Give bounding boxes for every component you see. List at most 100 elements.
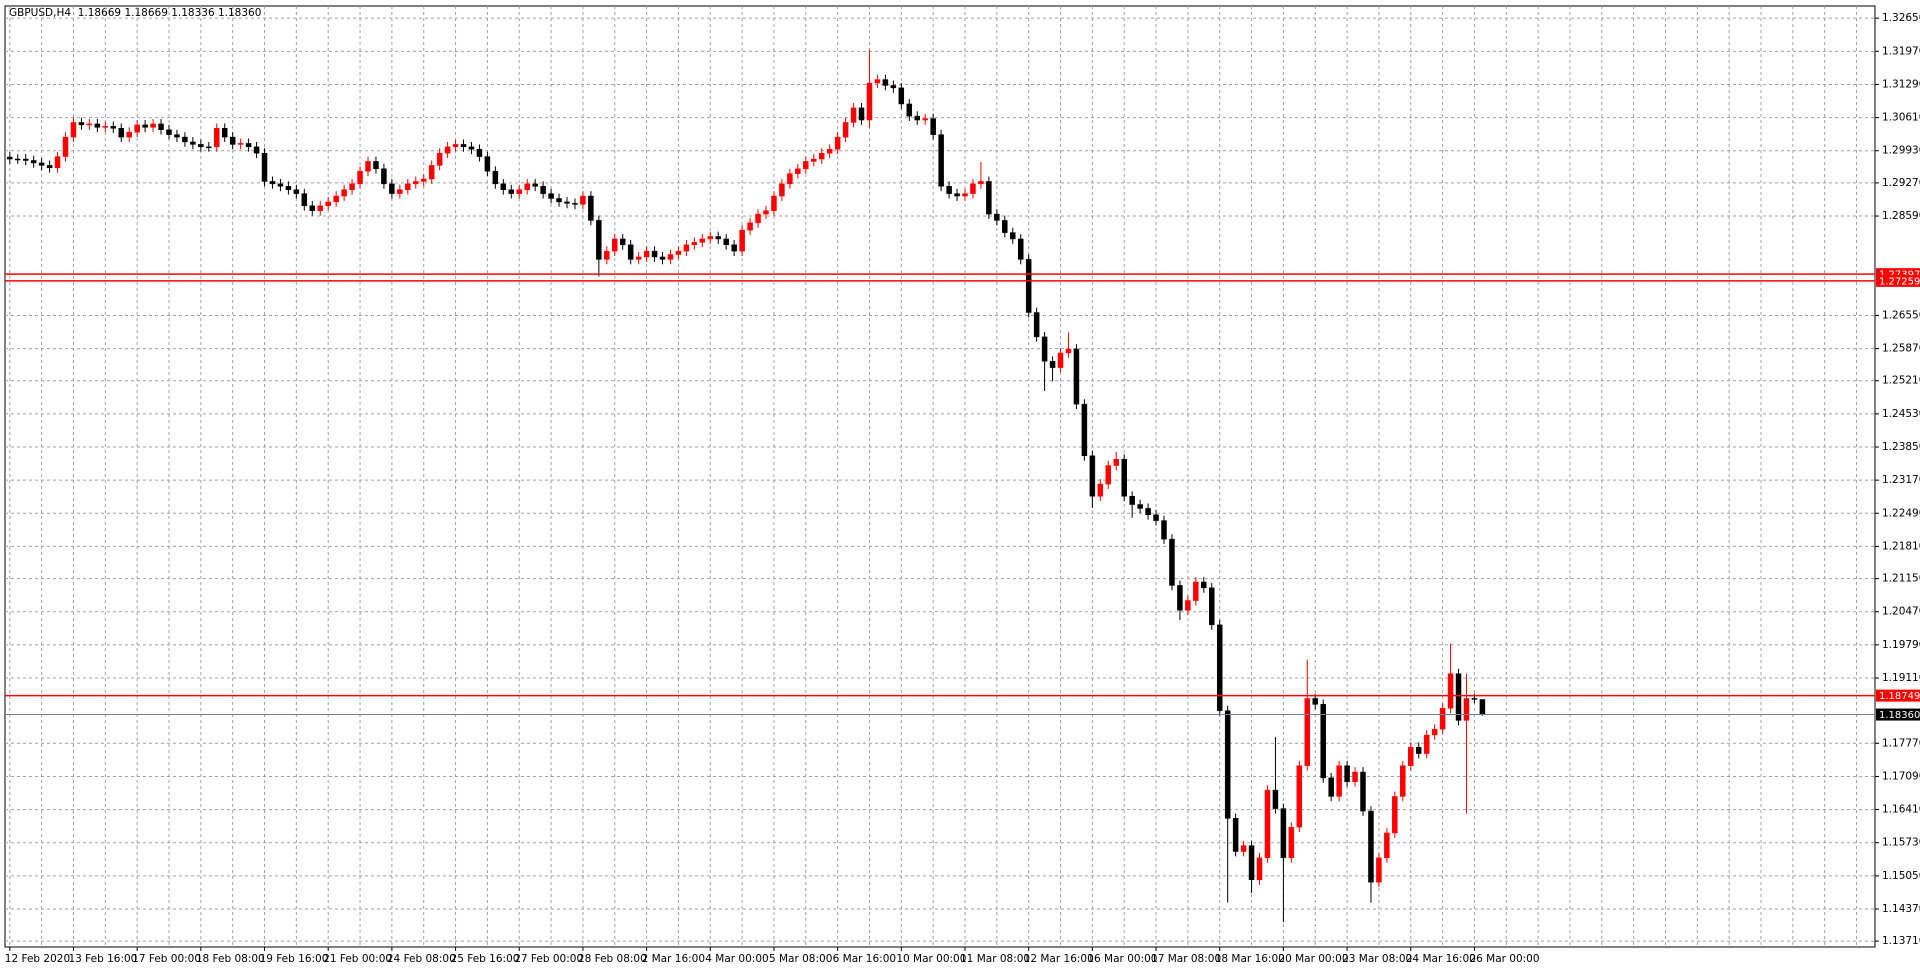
x-tick-label: 17 Mar 08:00 bbox=[1151, 953, 1221, 965]
candle bbox=[309, 200, 316, 216]
candle bbox=[930, 113, 936, 140]
candle bbox=[1400, 760, 1406, 802]
candle-body bbox=[102, 126, 109, 128]
candle-body bbox=[142, 124, 148, 128]
candle-body bbox=[1193, 581, 1199, 601]
candle bbox=[389, 178, 395, 199]
candle bbox=[253, 141, 260, 159]
candle-body bbox=[516, 189, 522, 194]
candle-body bbox=[134, 124, 140, 133]
candle-body bbox=[1121, 458, 1127, 497]
candle-body bbox=[333, 195, 339, 203]
candle bbox=[548, 188, 554, 204]
candle-body bbox=[221, 128, 228, 138]
candle bbox=[38, 158, 45, 171]
y-tick-label: 1.25210 bbox=[1882, 375, 1920, 387]
candle-body bbox=[62, 136, 69, 157]
candle bbox=[771, 191, 777, 216]
candle bbox=[102, 121, 109, 133]
candle-body bbox=[1384, 832, 1390, 859]
candle-body bbox=[389, 183, 395, 194]
candle-body bbox=[397, 189, 403, 194]
candle-body bbox=[229, 136, 236, 145]
candle-body bbox=[1153, 514, 1159, 521]
candle bbox=[1320, 699, 1326, 783]
candle-body bbox=[444, 146, 451, 154]
candle bbox=[452, 139, 459, 152]
candle-body bbox=[715, 236, 721, 240]
candle-body bbox=[1169, 538, 1175, 586]
candle bbox=[540, 181, 546, 199]
y-tick-label: 1.31970 bbox=[1882, 45, 1920, 57]
candle bbox=[524, 178, 530, 195]
candle bbox=[898, 82, 905, 109]
candle bbox=[1209, 582, 1215, 630]
y-tick-label: 1.19110 bbox=[1882, 672, 1920, 684]
candle bbox=[245, 138, 252, 152]
candle-body bbox=[198, 144, 204, 148]
candle-body bbox=[373, 161, 379, 170]
candle-body bbox=[1264, 789, 1271, 859]
candle bbox=[946, 181, 952, 199]
candle bbox=[779, 178, 785, 201]
candle-body bbox=[922, 118, 928, 121]
candle-body bbox=[1439, 707, 1446, 730]
level-label: 1.18360 bbox=[1879, 710, 1920, 721]
candle bbox=[381, 163, 387, 189]
candle bbox=[643, 246, 650, 262]
x-tick-label: 10 Mar 00:00 bbox=[896, 953, 966, 965]
candle-body bbox=[771, 195, 777, 211]
candle-body bbox=[1105, 465, 1112, 485]
x-tick-label: 18 Mar 16:00 bbox=[1215, 953, 1285, 965]
candle-body bbox=[1352, 771, 1358, 783]
candle bbox=[357, 166, 363, 189]
candle-body bbox=[420, 178, 427, 182]
candle bbox=[1376, 852, 1382, 888]
candle bbox=[126, 127, 132, 142]
candle bbox=[572, 198, 578, 210]
candle-body bbox=[938, 134, 944, 187]
level-label: 1.27259 bbox=[1879, 276, 1920, 287]
candle bbox=[413, 176, 419, 189]
candle bbox=[739, 225, 745, 256]
chart-title: GBPUSD,H4 1.18669 1.18669 1.18336 1.1836… bbox=[9, 7, 261, 19]
candle-body bbox=[245, 143, 252, 148]
candle bbox=[1248, 840, 1255, 893]
candle bbox=[142, 120, 148, 133]
candle bbox=[803, 156, 809, 174]
x-tick-label: 13 Feb 16:00 bbox=[68, 953, 137, 965]
candle-body bbox=[214, 128, 220, 148]
candle bbox=[731, 239, 737, 256]
candle bbox=[1041, 332, 1048, 391]
candle bbox=[890, 80, 897, 93]
candle-body bbox=[747, 222, 753, 231]
candle bbox=[333, 191, 339, 207]
candle bbox=[1240, 840, 1247, 857]
candle bbox=[1161, 515, 1167, 544]
candle bbox=[508, 184, 515, 199]
candle-body bbox=[285, 186, 292, 190]
candle-body bbox=[1415, 746, 1422, 754]
candle-body bbox=[524, 183, 530, 190]
candle bbox=[277, 178, 284, 192]
candle-body bbox=[508, 189, 515, 194]
candle bbox=[978, 161, 984, 189]
candle bbox=[78, 117, 85, 130]
y-tick-label: 1.14370 bbox=[1882, 903, 1920, 915]
candle bbox=[1224, 705, 1231, 903]
candle-body bbox=[540, 186, 546, 194]
candle-body bbox=[46, 165, 53, 169]
candle bbox=[1360, 767, 1366, 816]
candle bbox=[1336, 760, 1342, 802]
candle-body bbox=[30, 160, 37, 164]
y-tick-label: 1.21150 bbox=[1882, 573, 1920, 585]
candle-body bbox=[476, 149, 483, 157]
y-tick-label: 1.26550 bbox=[1882, 309, 1920, 321]
candle-body bbox=[763, 210, 769, 215]
candle bbox=[1137, 499, 1143, 514]
candle bbox=[795, 163, 801, 179]
y-tick-label: 1.16410 bbox=[1882, 804, 1920, 816]
candle-body bbox=[858, 107, 865, 121]
candle-body bbox=[253, 146, 260, 154]
candle-body bbox=[643, 250, 650, 258]
